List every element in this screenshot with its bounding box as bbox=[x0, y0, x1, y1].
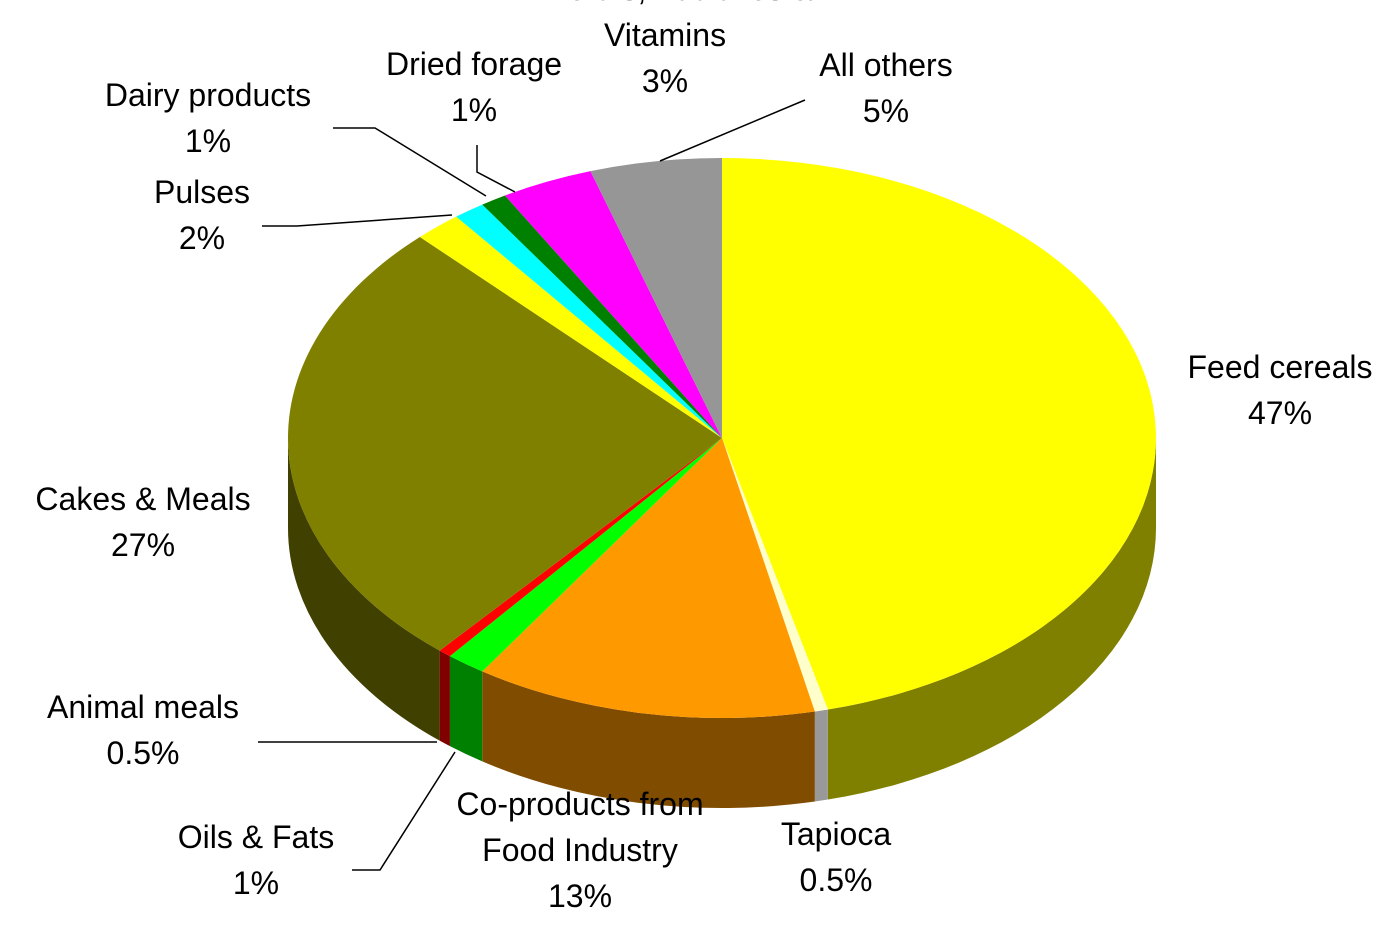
leader-line-all-others bbox=[659, 99, 806, 162]
pie-side-feed-cereals bbox=[827, 438, 1156, 800]
pie-side-tapioca bbox=[814, 709, 828, 802]
slice-name-dried-forage: Dried forage bbox=[386, 46, 562, 82]
slice-value-oils-fats: 1% bbox=[233, 865, 279, 901]
pie-sides bbox=[288, 438, 1156, 809]
slice-label-animal-meals: Animal meals 0.5% bbox=[47, 689, 239, 771]
slice-label-pulses: Pulses 2% bbox=[154, 174, 250, 256]
slice-value-dried-forage: 1% bbox=[451, 92, 497, 128]
pie-side-oils-fats bbox=[449, 656, 483, 762]
slice-label-tapioca: Tapioca 0.5% bbox=[781, 816, 892, 898]
slice-value-all-others: 5% bbox=[863, 93, 909, 129]
slice-label-minerals-additives-vitamins: Minerals, Additives & Vitamins 3% bbox=[516, 0, 813, 99]
slice-label-cakes-meals: Cakes & Meals 27% bbox=[35, 481, 250, 563]
slice-name-oils-fats: Oils & Fats bbox=[178, 819, 334, 855]
pie-slice-pulses bbox=[419, 216, 722, 438]
slice-label-feed-cereals: Feed cereals 47% bbox=[1188, 349, 1373, 431]
pie-slice-dried-forage bbox=[482, 195, 722, 438]
leader-line-dried-forage bbox=[476, 145, 516, 193]
slice-name-all-others: All others bbox=[819, 47, 952, 83]
slice-name-minerals-additives-vitamins: Vitamins bbox=[604, 17, 726, 53]
pie-slice-co-products-from-food-industry bbox=[482, 438, 815, 719]
slice-label-co-products-from-food-industry: Co-products from Food Industry 13% bbox=[456, 786, 703, 914]
pie-slice-minerals-additives-vitamins bbox=[505, 171, 722, 438]
slice-name-animal-meals: Animal meals bbox=[47, 689, 239, 725]
slice-name-minerals-additives-vitamins: Minerals, Additives & bbox=[516, 0, 813, 7]
leader-lines bbox=[258, 99, 806, 871]
leader-line-oils-fats bbox=[352, 751, 456, 871]
slice-value-co-products-from-food-industry: 13% bbox=[548, 878, 612, 914]
slice-value-animal-meals: 0.5% bbox=[107, 735, 180, 771]
slice-name-dairy-products: Dairy products bbox=[105, 77, 311, 113]
pie-slice-tapioca bbox=[722, 438, 828, 712]
slice-name-co-products-from-food-industry: Co-products from bbox=[456, 786, 703, 822]
pie-slice-all-others bbox=[590, 158, 722, 438]
pie-side-co-products-from-food-industry bbox=[482, 671, 815, 809]
pie-slices bbox=[287, 158, 1156, 719]
slice-name-cakes-meals: Cakes & Meals bbox=[35, 481, 250, 517]
slice-value-tapioca: 0.5% bbox=[800, 862, 873, 898]
slice-label-dried-forage: Dried forage 1% bbox=[386, 46, 562, 128]
slice-name-feed-cereals: Feed cereals bbox=[1188, 349, 1373, 385]
slice-label-dairy-products: Dairy products 1% bbox=[105, 77, 311, 159]
leader-line-dairy-products bbox=[333, 127, 487, 197]
pie-slice-oils-fats bbox=[449, 438, 722, 672]
pie-slice-cakes-meals bbox=[287, 236, 722, 651]
slice-value-pulses: 2% bbox=[179, 220, 225, 256]
slice-label-all-others: All others 5% bbox=[819, 47, 952, 129]
slice-name-co-products-from-food-industry: Food Industry bbox=[482, 832, 678, 868]
pie-side-animal-meals bbox=[439, 650, 450, 747]
pie-slice-feed-cereals bbox=[722, 158, 1156, 710]
leader-line-pulses bbox=[262, 214, 453, 227]
pie-slice-animal-meals bbox=[439, 438, 722, 657]
slice-value-minerals-additives-vitamins: 3% bbox=[642, 63, 688, 99]
slice-name-pulses: Pulses bbox=[154, 174, 250, 210]
slice-name-tapioca: Tapioca bbox=[781, 816, 892, 852]
slice-value-feed-cereals: 47% bbox=[1248, 395, 1312, 431]
pie-side-cakes-meals bbox=[288, 438, 440, 741]
slice-value-cakes-meals: 27% bbox=[111, 527, 175, 563]
slice-value-dairy-products: 1% bbox=[185, 123, 231, 159]
slice-labels: Feed cereals 47% Tapioca 0.5% Co-products fr… bbox=[35, 0, 1372, 914]
pie-slice-dairy-products bbox=[456, 204, 722, 438]
slice-label-oils-fats: Oils & Fats 1% bbox=[178, 819, 334, 901]
